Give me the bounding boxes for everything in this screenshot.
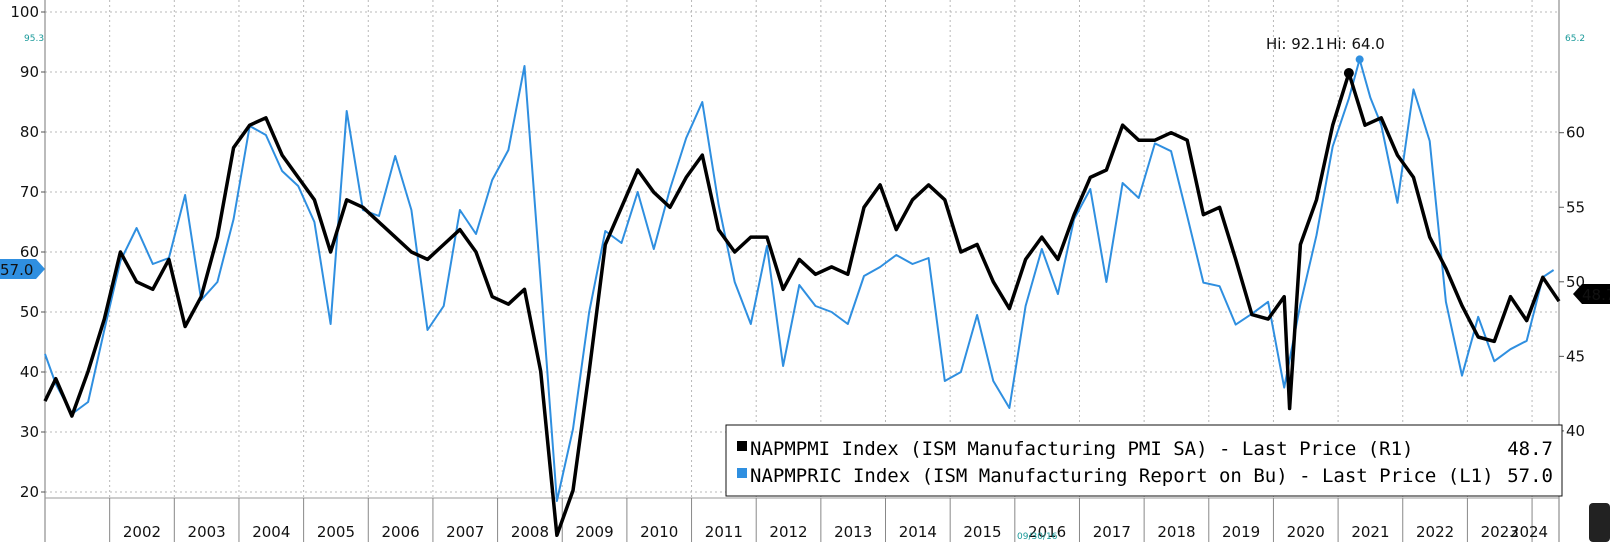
- x-tick-label: 2011: [705, 523, 743, 541]
- left-tick-label: 50: [20, 303, 39, 321]
- right-top-marker: 65.2: [1565, 34, 1585, 44]
- x-tick-label: 2004: [252, 523, 290, 541]
- legend-swatch-napmpric: [737, 468, 747, 478]
- right-tick-label: 55: [1566, 198, 1585, 216]
- annotations: Hi: 92.1 Hi: 64.0: [1266, 35, 1385, 79]
- left-last-value-tag-shape: [0, 259, 45, 279]
- x-tick-label: 2022: [1416, 523, 1454, 541]
- x-tick-label: 2020: [1287, 523, 1325, 541]
- legend-label-napmpmi: NAPMPMI Index (ISM Manufacturing PMI SA)…: [750, 438, 1413, 460]
- high-label-napmpmi: Hi: 64.0: [1326, 35, 1385, 53]
- x-tick-label: 2013: [834, 523, 872, 541]
- x-tick-label: 2021: [1351, 523, 1389, 541]
- left-tick-label: 80: [20, 123, 39, 141]
- left-axis-ticks: 20 30 40 50 60 70 80 90 100: [10, 3, 45, 501]
- series-layer: [43, 58, 1561, 538]
- legend-value-napmpmi: 48.7: [1507, 438, 1553, 460]
- left-last-value-tag: 57.0: [0, 259, 45, 279]
- x-tick-label: 2003: [188, 523, 226, 541]
- right-last-value-text: 48.7: [1582, 286, 1610, 304]
- left-last-value-text: 57.0: [0, 261, 33, 279]
- x-tick-label: 2002: [123, 523, 161, 541]
- series-line-napmpric: [44, 58, 1555, 502]
- right-tick-label: 60: [1566, 124, 1585, 142]
- left-tick-label: 60: [20, 243, 39, 261]
- left-top-marker: 95.3: [24, 34, 44, 44]
- left-tick-label: 40: [20, 363, 39, 381]
- x-tick-label: 2009: [575, 523, 613, 541]
- legend-label-napmpric: NAPMPRIC Index (ISM Manufacturing Report…: [750, 465, 1494, 487]
- series-line-napmpmi: [43, 71, 1561, 538]
- footer-date: 09/30/16: [1017, 532, 1058, 542]
- high-label-napmpric: Hi: 92.1: [1266, 35, 1325, 53]
- x-tick-label: 2008: [511, 523, 549, 541]
- legend-value-napmpric: 57.0: [1507, 465, 1553, 487]
- right-last-value-tag: 48.7: [1573, 284, 1610, 304]
- x-tick-label: 2023: [1481, 523, 1519, 541]
- x-tick-label: 2007: [446, 523, 484, 541]
- x-axis-ticks: 2002 2003 2004 2005 2006 2007 2008 2009 2010 2011…: [109, 498, 1548, 542]
- left-tick-label: 30: [20, 423, 39, 441]
- left-tick-label: 90: [20, 63, 39, 81]
- right-tick-label: 40: [1566, 422, 1585, 440]
- high-marker-napmpric: [1355, 55, 1364, 64]
- high-marker-napmpmi: [1343, 68, 1354, 79]
- x-tick-label: 2024: [1510, 523, 1548, 541]
- x-tick-label: 2018: [1157, 523, 1195, 541]
- right-last-value-tag-shape: [1573, 284, 1610, 304]
- right-tick-label: 45: [1566, 347, 1585, 365]
- left-tick-label: 70: [20, 183, 39, 201]
- x-tick-label: 2010: [640, 523, 678, 541]
- corner-menu-icon[interactable]: [1589, 503, 1610, 542]
- legend-swatch-napmpmi: [737, 441, 747, 451]
- x-tick-label: 2019: [1222, 523, 1260, 541]
- grid-lines: [45, 0, 1559, 498]
- x-tick-label: 2015: [963, 523, 1001, 541]
- x-tick-label: 2005: [317, 523, 355, 541]
- legend: NAPMPMI Index (ISM Manufacturing PMI SA)…: [725, 424, 1563, 497]
- left-tick-label: 100: [10, 3, 39, 21]
- x-tick-label: 2006: [382, 523, 420, 541]
- x-tick-label: 2012: [769, 523, 807, 541]
- x-tick-label: 2016: [1028, 523, 1066, 541]
- x-tick-label: 2014: [899, 523, 937, 541]
- x-tick-label: 2017: [1093, 523, 1131, 541]
- legend-box: [725, 424, 1563, 497]
- left-tick-label: 20: [20, 483, 39, 501]
